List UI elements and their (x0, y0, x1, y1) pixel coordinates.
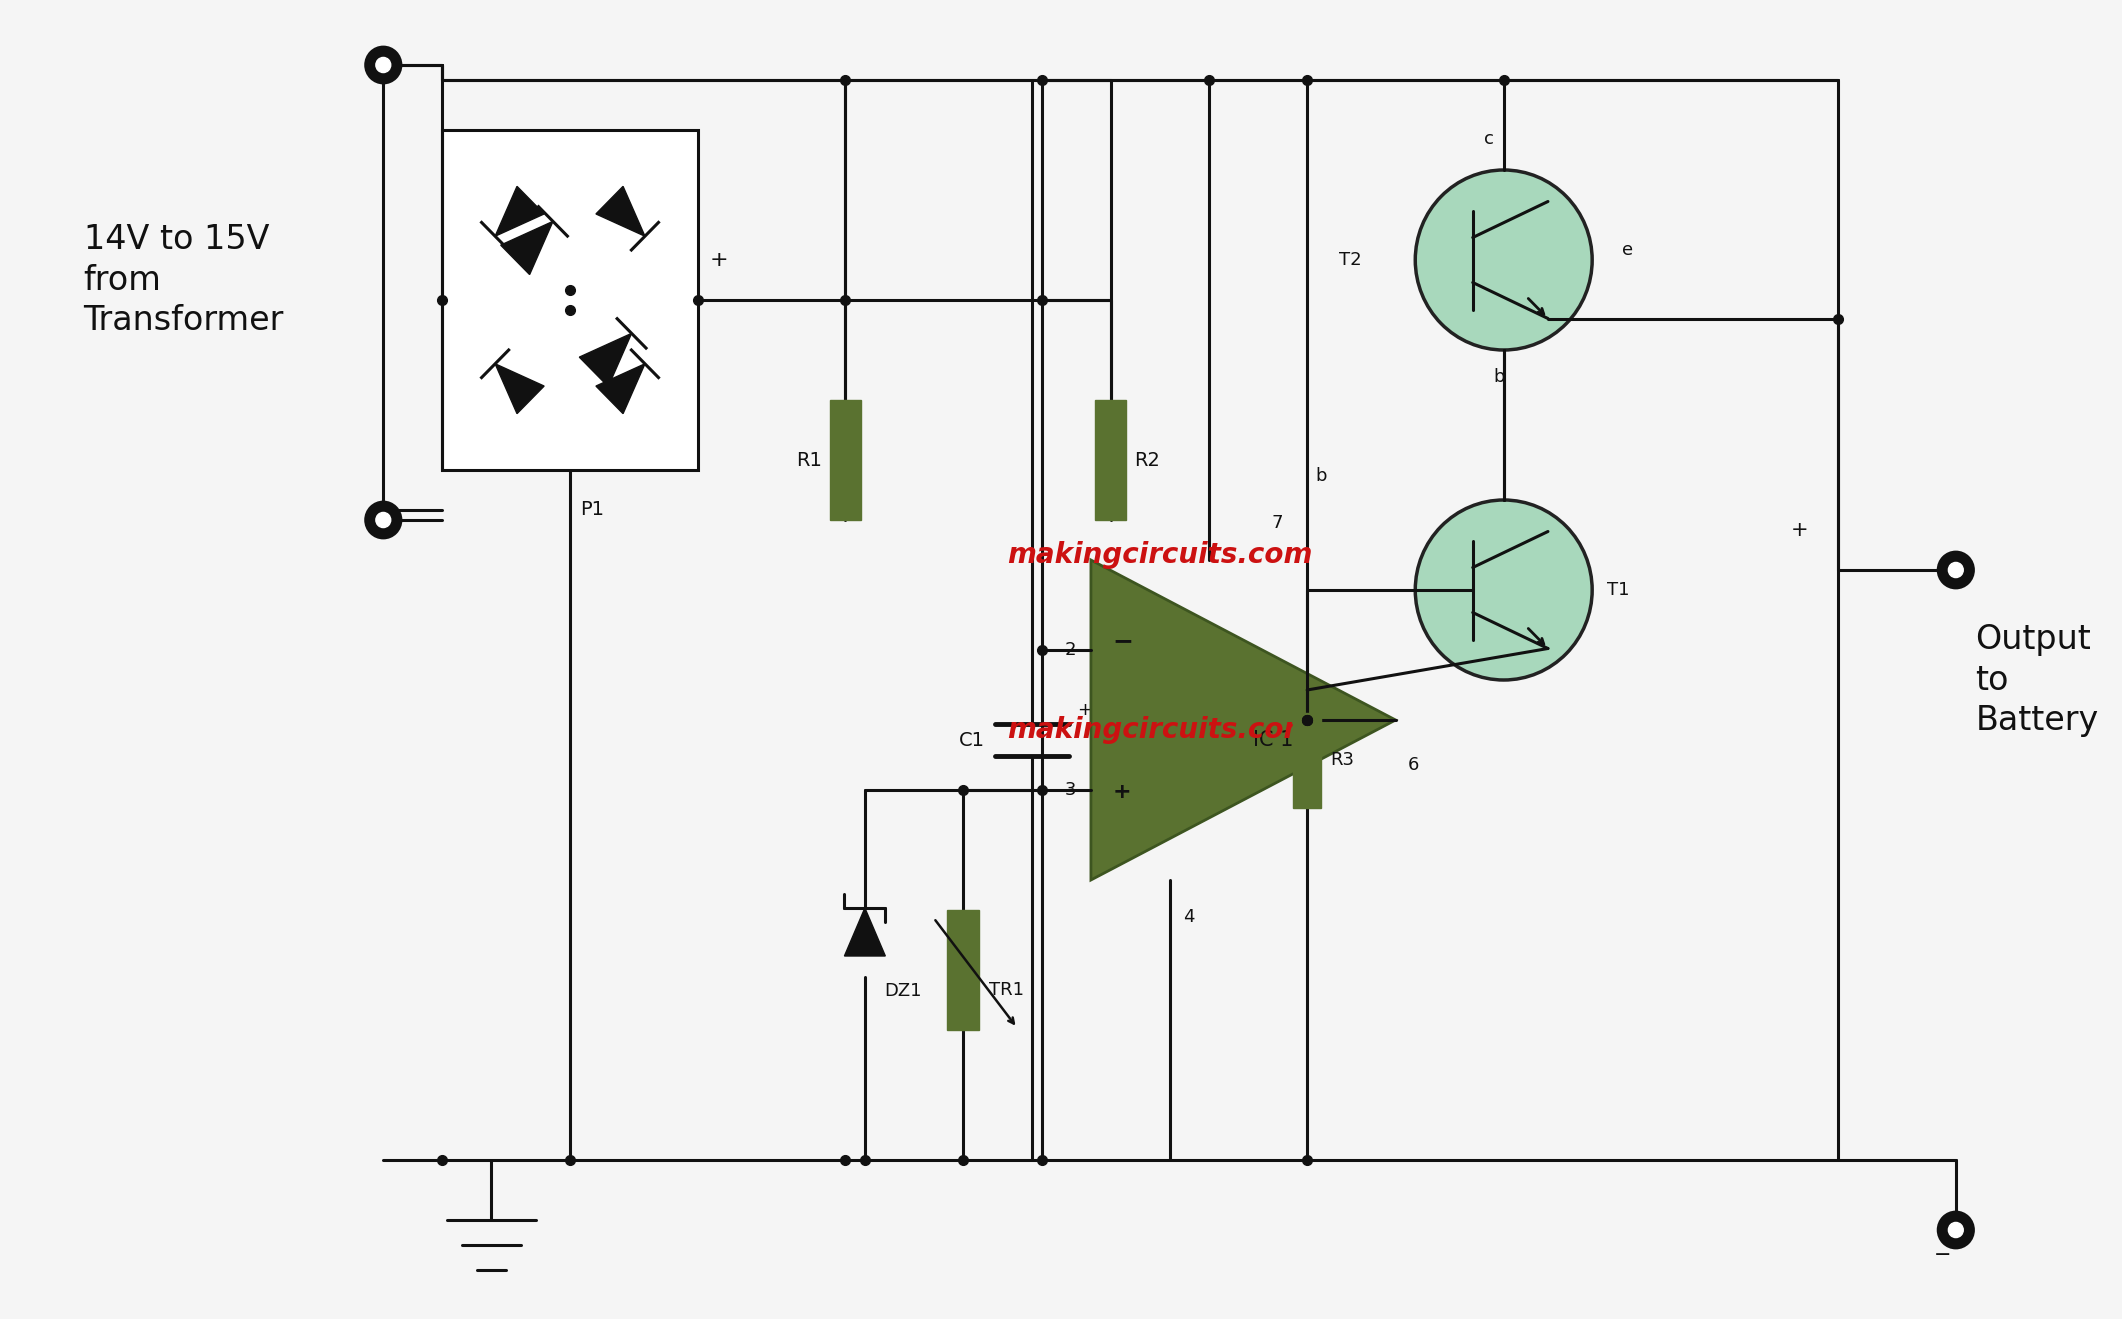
Polygon shape (494, 186, 543, 236)
Text: −: − (1933, 1245, 1950, 1265)
Bar (830, 400, 862, 520)
Bar (1095, 400, 1127, 520)
Bar (946, 910, 978, 1030)
Text: +: + (709, 251, 728, 270)
Polygon shape (845, 907, 885, 956)
Text: 3: 3 (1065, 781, 1076, 799)
Text: +: + (1112, 782, 1131, 802)
Text: P1: P1 (579, 500, 605, 518)
Polygon shape (596, 364, 645, 414)
Polygon shape (596, 186, 645, 236)
Polygon shape (501, 222, 554, 274)
Text: TR1: TR1 (989, 981, 1023, 998)
Circle shape (365, 503, 401, 538)
Text: R3: R3 (1330, 751, 1354, 769)
Text: c: c (1483, 131, 1494, 148)
Text: b: b (1316, 467, 1326, 485)
Circle shape (376, 58, 390, 73)
Circle shape (1948, 562, 1963, 578)
Text: C1: C1 (959, 731, 985, 749)
Text: +: + (1791, 520, 1808, 539)
Text: 4: 4 (1184, 907, 1195, 926)
Circle shape (376, 513, 390, 528)
Polygon shape (1091, 561, 1396, 880)
Text: R2: R2 (1133, 451, 1161, 470)
Text: R1: R1 (796, 451, 821, 470)
Text: 7: 7 (1271, 514, 1284, 532)
Text: T2: T2 (1339, 251, 1360, 269)
Circle shape (1415, 170, 1592, 350)
Text: e: e (1621, 241, 1632, 259)
Circle shape (1937, 1212, 1973, 1248)
Text: makingcircuits.com: makingcircuits.com (1008, 541, 1311, 568)
Text: b: b (1494, 368, 1504, 386)
Polygon shape (494, 364, 543, 414)
Circle shape (1937, 551, 1973, 588)
Polygon shape (579, 334, 632, 386)
Circle shape (365, 47, 401, 83)
Text: 6: 6 (1407, 756, 1420, 774)
Text: T1: T1 (1606, 580, 1630, 599)
Text: 2: 2 (1065, 641, 1076, 658)
Text: DZ1: DZ1 (885, 983, 923, 1000)
Bar (1294, 712, 1320, 807)
Text: −: − (1112, 629, 1133, 654)
Text: +: + (1076, 700, 1091, 719)
Bar (441, 131, 698, 470)
Text: IC 1: IC 1 (1252, 729, 1292, 751)
Text: 14V to 15V
from
Transformer: 14V to 15V from Transformer (83, 223, 284, 338)
Circle shape (1415, 500, 1592, 681)
Text: Output
to
Battery: Output to Battery (1976, 623, 2099, 737)
Circle shape (1948, 1223, 1963, 1237)
Text: makingcircuits.com: makingcircuits.com (1008, 716, 1311, 744)
